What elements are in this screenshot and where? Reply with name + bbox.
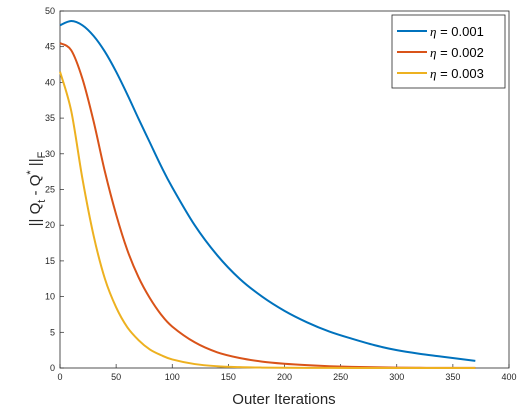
y-axis-label: || Qt - Q* ||F xyxy=(25,151,48,226)
y-tick-label: 30 xyxy=(45,149,55,159)
x-tick-label: 150 xyxy=(221,372,236,382)
y-tick-label: 10 xyxy=(45,292,55,302)
x-tick-label: 300 xyxy=(389,372,404,382)
x-tick-label: 200 xyxy=(277,372,292,382)
y-tick-label: 20 xyxy=(45,220,55,230)
y-tick-label: 40 xyxy=(45,77,55,87)
series-line-3 xyxy=(59,71,476,370)
y-tick-label: 15 xyxy=(45,256,55,266)
legend-label-2: η = 0.002 xyxy=(430,45,484,60)
x-tick-label: 50 xyxy=(111,372,121,382)
x-tick-label: 350 xyxy=(445,372,460,382)
x-tick-label: 250 xyxy=(333,372,348,382)
series-line-1 xyxy=(59,19,476,362)
x-tick-label: 400 xyxy=(501,372,516,382)
x-tick-label: 100 xyxy=(165,372,180,382)
y-tick-label: 35 xyxy=(45,113,55,123)
ticks: 0 50 100 150 200 250 300 350 400 0 5 10 15 20 25 30 35 40… xyxy=(45,6,517,382)
y-tick-label: 0 xyxy=(50,363,55,373)
x-tick-label: 0 xyxy=(57,372,62,382)
legend-label-3: η = 0.003 xyxy=(430,66,484,81)
y-tick-label: 5 xyxy=(50,327,55,337)
legend-label-1: η = 0.001 xyxy=(430,24,484,39)
legend: η = 0.001 η = 0.002 η = 0.003 xyxy=(391,14,506,89)
series-lines xyxy=(59,19,476,370)
y-tick-label: 50 xyxy=(45,6,55,16)
x-axis-label: Outer Iterations xyxy=(232,391,335,408)
y-tick-label: 25 xyxy=(45,185,55,195)
y-tick-label: 45 xyxy=(45,42,55,52)
